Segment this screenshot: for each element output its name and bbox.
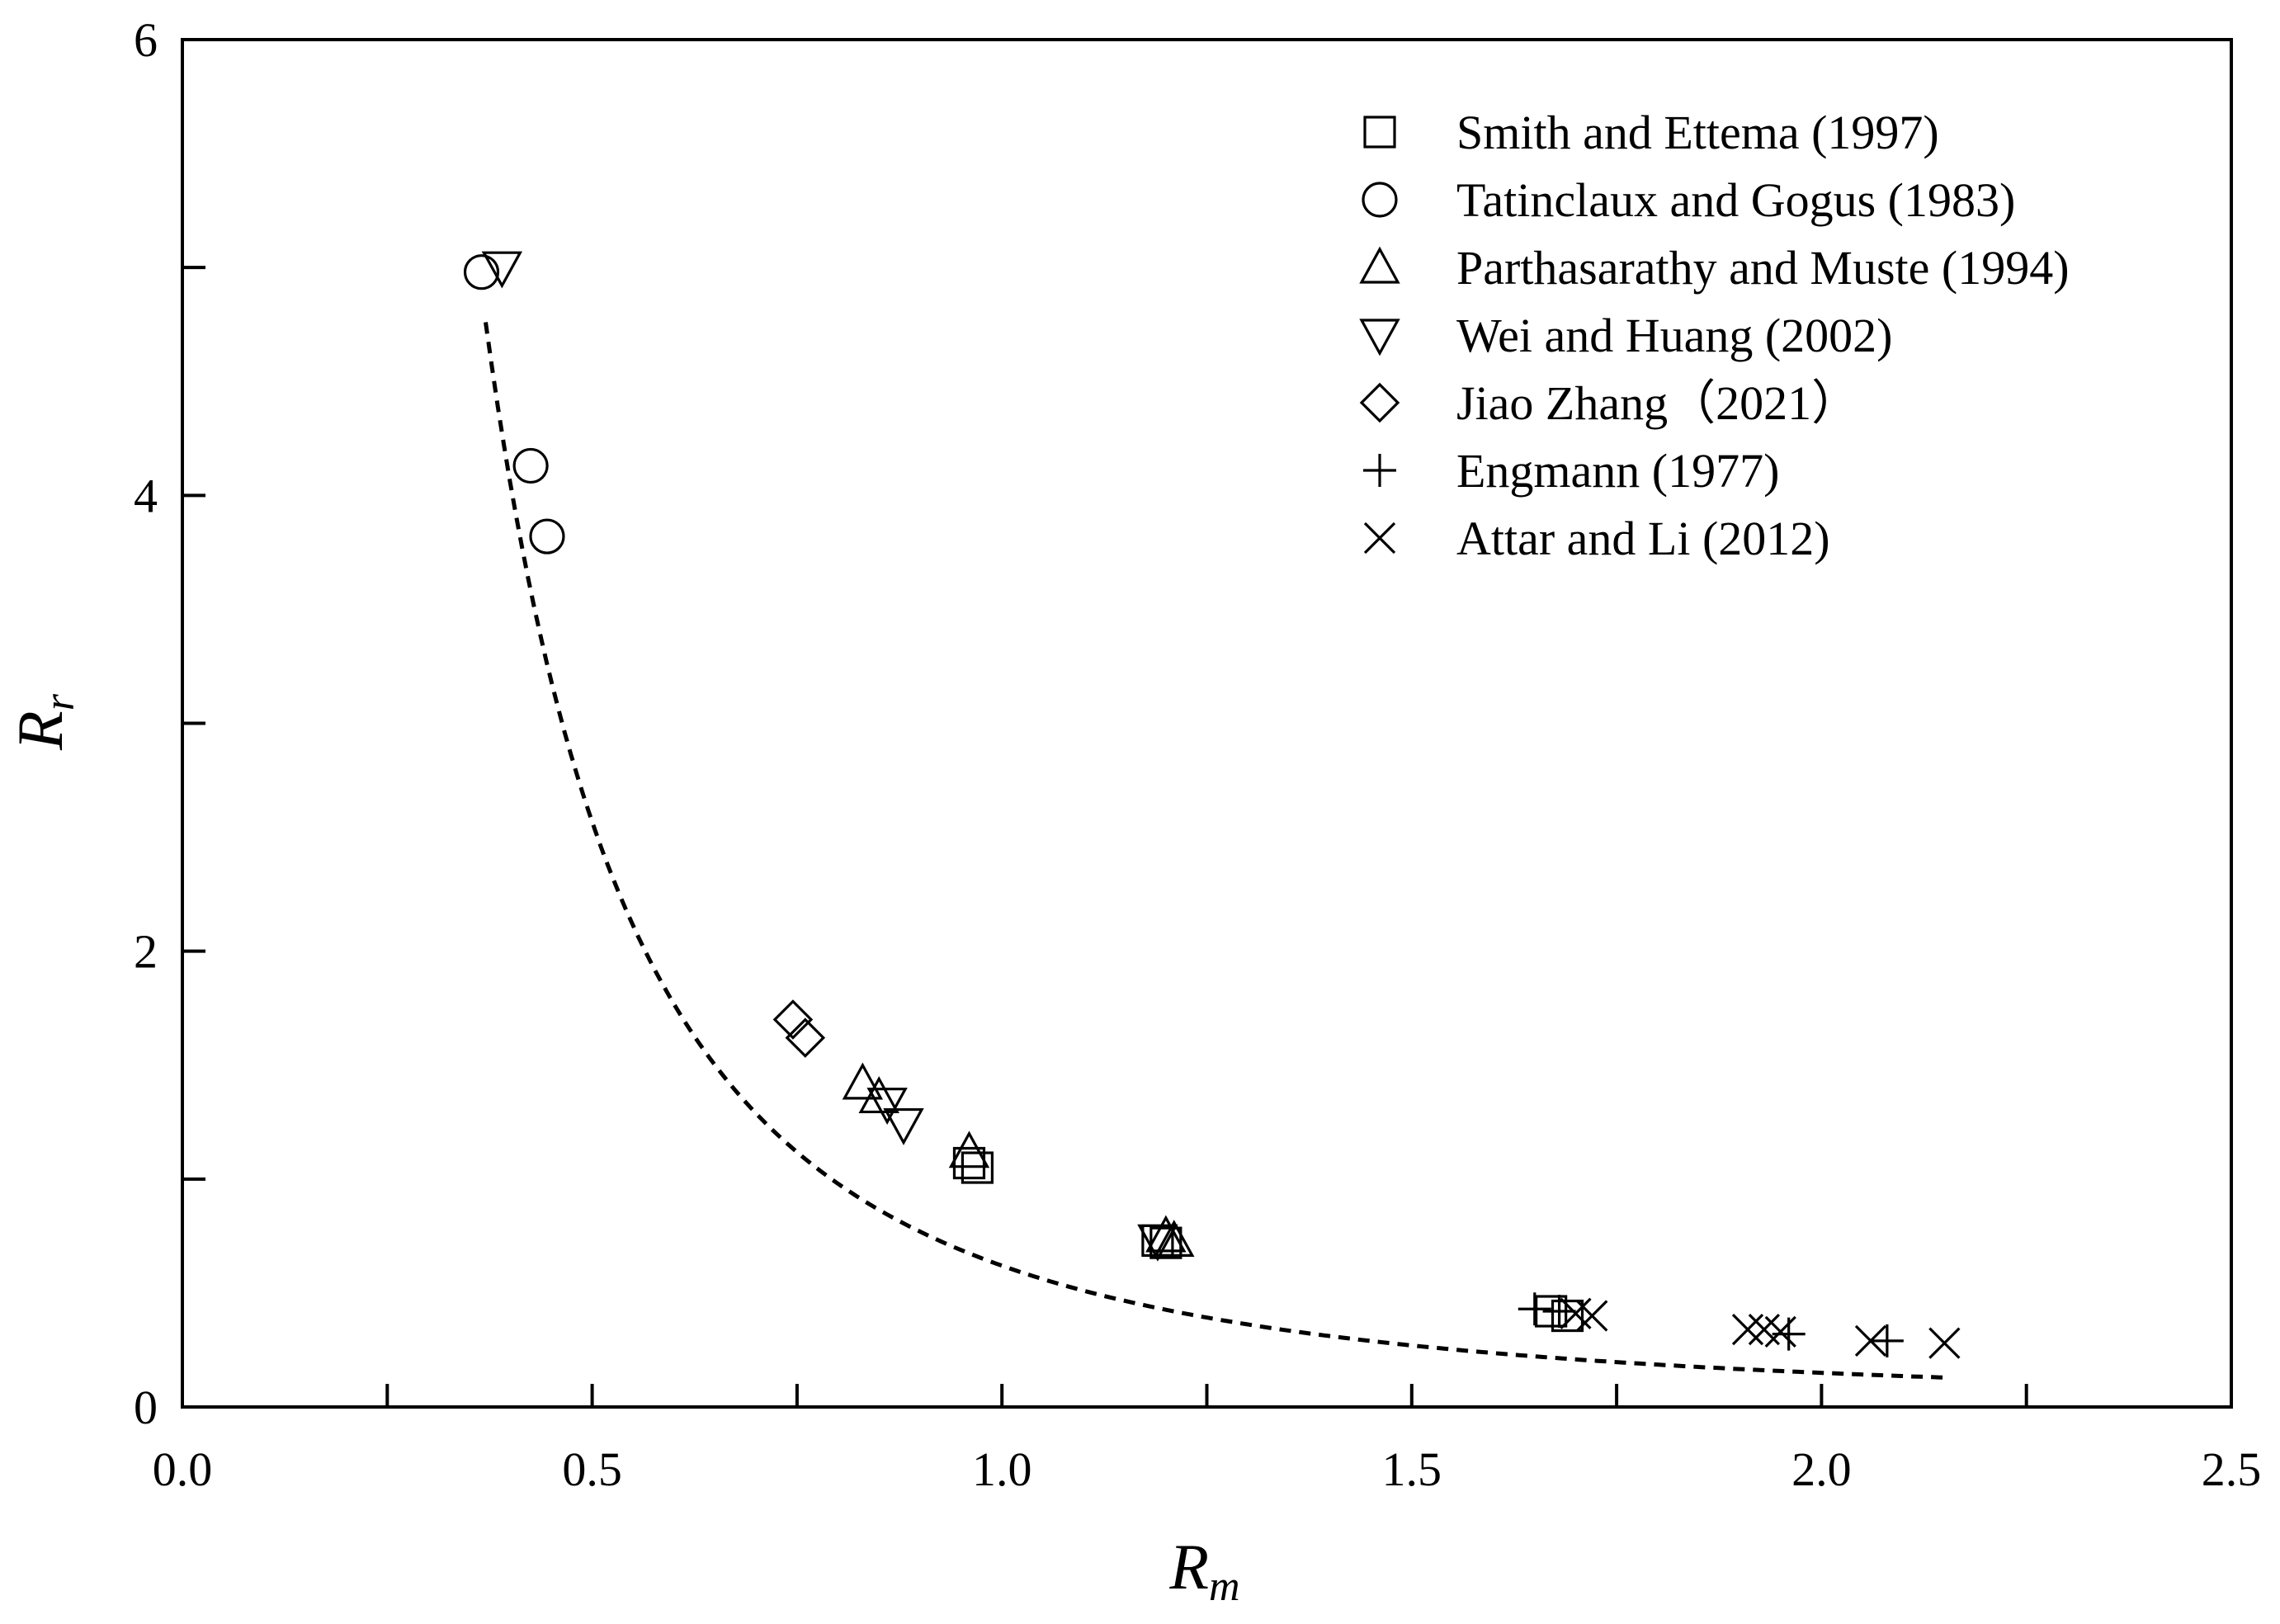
minor-ticks bbox=[182, 266, 2028, 1407]
x-tick-label: 2.0 bbox=[1791, 1442, 1852, 1496]
data-point-triangle-down bbox=[866, 1088, 908, 1126]
y-tick-label: 0 bbox=[134, 1381, 158, 1434]
x-tick-label: 1.5 bbox=[1382, 1442, 1442, 1496]
legend-entry: Attar and Li (2012) bbox=[1363, 512, 1830, 565]
x-tick-label: 0.0 bbox=[153, 1442, 213, 1496]
data-point-x bbox=[1731, 1313, 1764, 1346]
data-point-triangle-up bbox=[948, 1131, 990, 1168]
data-point-x bbox=[1928, 1327, 1961, 1359]
legend-entry: Engmann (1977) bbox=[1363, 444, 1779, 498]
legend: Smith and Ettema (1997) Tatinclaux and Go… bbox=[1359, 106, 2070, 565]
data-point-circle bbox=[529, 518, 565, 555]
data-point-triangle-down bbox=[883, 1107, 924, 1145]
x-tick-label: 2.5 bbox=[2202, 1442, 2262, 1496]
points-layer bbox=[463, 251, 1961, 1359]
data-point-plus bbox=[1518, 1292, 1551, 1326]
x-axis-label-base: R bbox=[1168, 1531, 1209, 1603]
y-axis-label-base: R bbox=[4, 710, 76, 751]
legend-marker-circle bbox=[1362, 182, 1398, 218]
series-diamond bbox=[772, 999, 826, 1058]
x-axis-label-sub: m bbox=[1209, 1563, 1240, 1610]
data-point-x bbox=[1854, 1324, 1887, 1357]
legend-label: Smith and Ettema (1997) bbox=[1456, 106, 1939, 159]
data-point-square bbox=[1551, 1299, 1584, 1333]
legend-marker-square bbox=[1363, 116, 1396, 149]
data-point-triangle-up bbox=[1145, 1215, 1187, 1253]
data-point-circle bbox=[463, 254, 500, 290]
data-point-plus bbox=[1542, 1295, 1576, 1329]
data-point-diamond bbox=[785, 1017, 826, 1058]
legend-marker-triangle-up bbox=[1359, 246, 1400, 284]
legend-entry: Wei and Huang (2002) bbox=[1359, 309, 1892, 362]
legend-entry: Tatinclaux and Gogus (1983) bbox=[1362, 173, 2015, 227]
y-tick-labels: 0 2 4 6 bbox=[134, 13, 158, 1434]
legend-label: Jiao Zhang（2021） bbox=[1456, 376, 1859, 430]
y-tick-label: 2 bbox=[134, 925, 158, 979]
series-square bbox=[952, 1146, 1584, 1333]
data-point-x bbox=[1748, 1313, 1781, 1346]
y-tick-label: 6 bbox=[134, 13, 158, 67]
data-point-triangle-down bbox=[1137, 1224, 1178, 1262]
plot-frame bbox=[181, 38, 2233, 1409]
legend-marker-x bbox=[1363, 522, 1396, 555]
series-triangle-up bbox=[842, 1062, 1195, 1257]
x-tick-label: 1.0 bbox=[972, 1442, 1032, 1496]
legend-entry: Jiao Zhang（2021） bbox=[1359, 376, 1859, 430]
data-point-triangle-up bbox=[858, 1076, 899, 1114]
data-point-x bbox=[1576, 1300, 1608, 1332]
legend-entry: Parthasarathy and Muste (1994) bbox=[1359, 241, 2070, 295]
legend-entry: Smith and Ettema (1997) bbox=[1363, 106, 1939, 159]
series-x bbox=[1560, 1297, 1961, 1359]
data-point-diamond bbox=[772, 999, 814, 1040]
legend-label: Attar and Li (2012) bbox=[1456, 512, 1830, 565]
legend-marker-diamond bbox=[1359, 382, 1400, 423]
fit-curve bbox=[484, 322, 1945, 1380]
data-point-triangle-up bbox=[842, 1062, 884, 1100]
data-point-triangle-down bbox=[481, 251, 523, 289]
series-triangle-down bbox=[481, 251, 1178, 1262]
legend-marker-plus bbox=[1363, 454, 1396, 487]
legend-label: Parthasarathy and Muste (1994) bbox=[1456, 241, 2070, 295]
data-point-x bbox=[1764, 1315, 1796, 1348]
series-circle bbox=[463, 254, 565, 555]
data-point-triangle-up bbox=[1154, 1220, 1195, 1257]
data-point-circle bbox=[512, 447, 549, 484]
x-tick-label: 0.5 bbox=[562, 1442, 622, 1496]
y-tick-label: 4 bbox=[134, 469, 158, 522]
legend-label: Tatinclaux and Gogus (1983) bbox=[1456, 173, 2015, 227]
y-axis-label: Rr bbox=[4, 693, 83, 751]
fit-curve-layer bbox=[484, 322, 1945, 1380]
legend-label: Wei and Huang (2002) bbox=[1456, 309, 1892, 362]
legend-label: Engmann (1977) bbox=[1456, 444, 1779, 498]
legend-marker-triangle-down bbox=[1359, 319, 1400, 356]
x-axis-label: Rm bbox=[1168, 1531, 1239, 1610]
x-tick-labels: 0.0 0.5 1.0 1.5 2.0 2.5 bbox=[153, 1442, 2262, 1496]
data-point-plus bbox=[1870, 1324, 1904, 1357]
y-axis-label-sub: r bbox=[36, 693, 83, 710]
